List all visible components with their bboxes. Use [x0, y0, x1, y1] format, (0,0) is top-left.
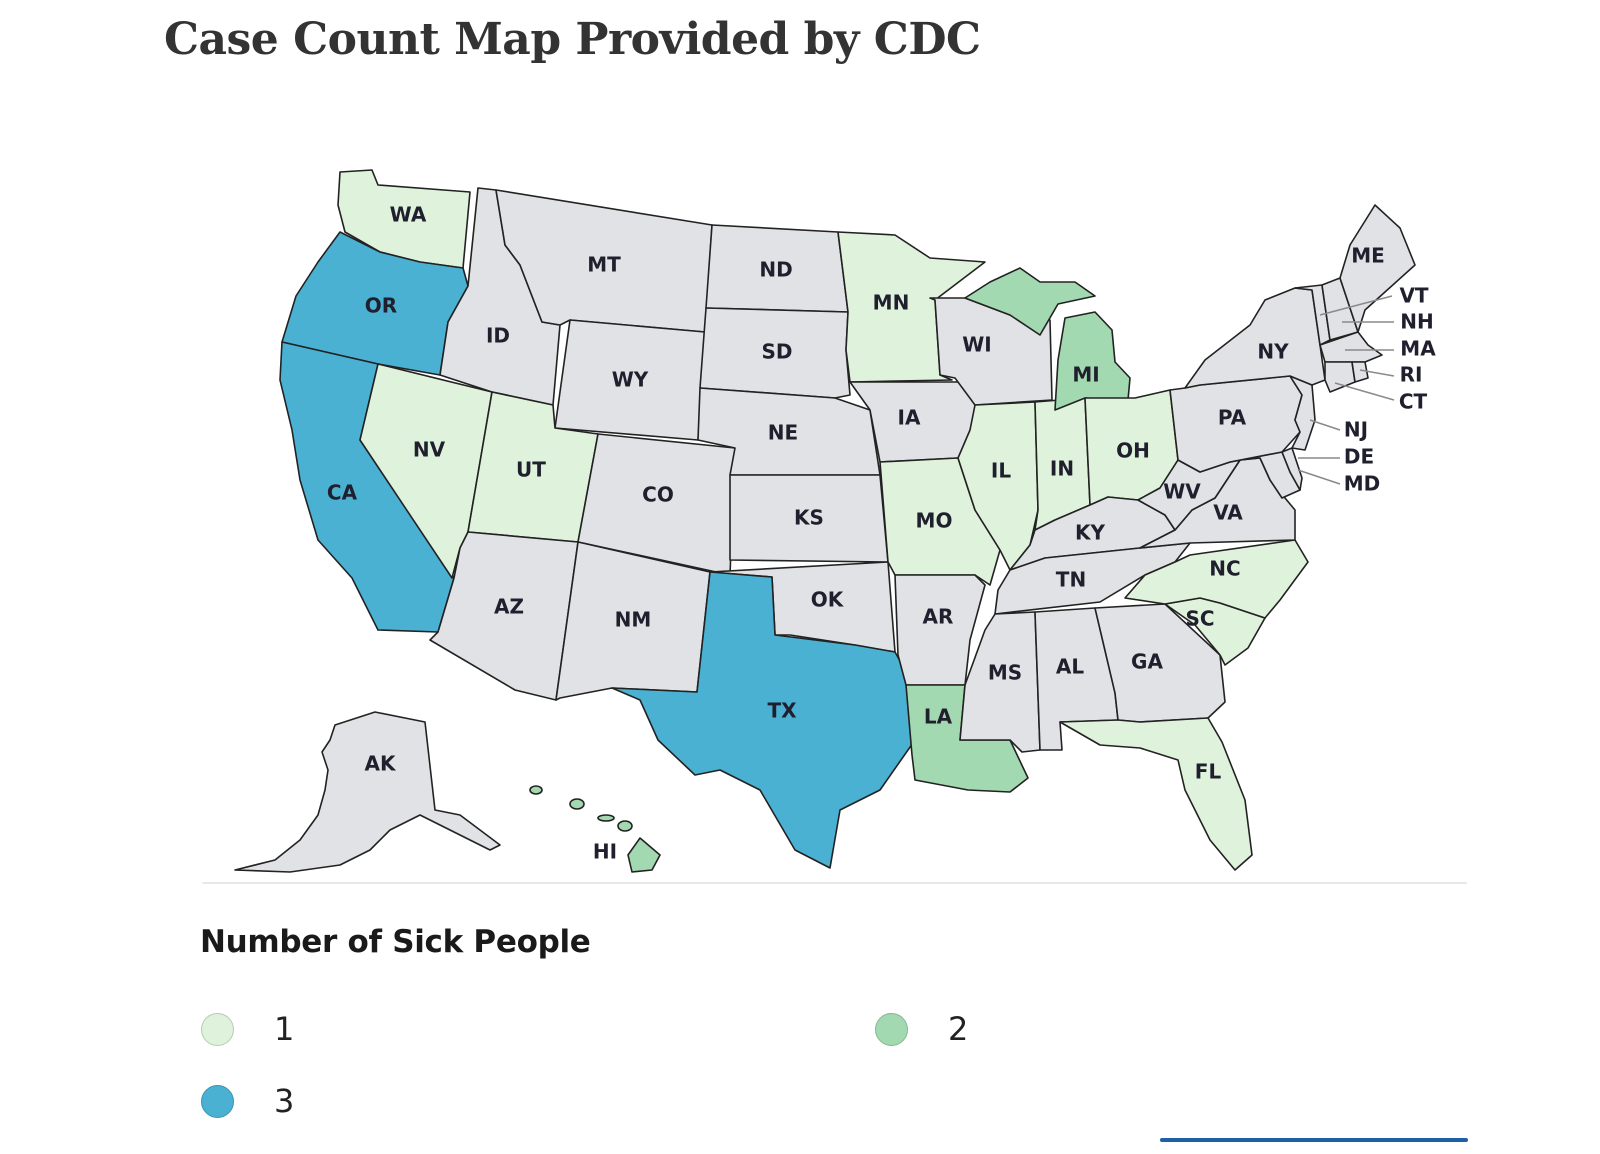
state-MI-upper[interactable] [964, 267, 1096, 336]
state-AK[interactable] [234, 711, 501, 873]
state-FL[interactable] [1059, 717, 1253, 871]
accent-bar [1160, 1138, 1468, 1142]
svg-text:NH: NH [1400, 310, 1433, 334]
page-title: Case Count Map Provided by CDC [164, 14, 981, 65]
legend-item-3: 3 [201, 1082, 294, 1120]
legend-item-2: 2 [875, 1010, 968, 1048]
legend-divider [202, 882, 1467, 884]
legend-title: Number of Sick People [200, 924, 591, 960]
svg-text:DE: DE [1344, 445, 1374, 469]
legend-swatch-2-icon [875, 1012, 908, 1046]
us-case-map: WA OR CA NV ID MT WY UT AZ CO NM ND SD N… [234, 169, 1436, 873]
svg-text:HI: HI [593, 840, 617, 864]
state-KS[interactable] [729, 474, 889, 563]
svg-text:CT: CT [1399, 390, 1428, 414]
legend-label-1: 1 [274, 1010, 295, 1048]
state-RI[interactable] [1351, 361, 1369, 383]
svg-text:VT: VT [1399, 284, 1428, 308]
svg-text:RI: RI [1400, 363, 1423, 387]
state-AR[interactable] [894, 574, 986, 686]
state-MI[interactable] [1054, 311, 1131, 411]
state-TX[interactable] [611, 571, 916, 869]
svg-text:MA: MA [1400, 337, 1436, 361]
legend-swatch-3-icon [201, 1084, 234, 1118]
legend-item-1: 1 [201, 1010, 294, 1048]
state-NY[interactable] [1184, 287, 1326, 389]
legend-label-3: 3 [274, 1082, 295, 1120]
state-ME[interactable] [1339, 204, 1416, 333]
state-HI[interactable] [529, 785, 661, 873]
state-NJ[interactable] [1289, 375, 1316, 451]
svg-text:NJ: NJ [1344, 418, 1368, 442]
state-WY[interactable] [554, 319, 706, 441]
svg-text:MD: MD [1344, 472, 1381, 496]
legend-swatch-1-icon [201, 1012, 234, 1046]
state-DE[interactable] [1281, 447, 1303, 491]
state-NC[interactable] [1124, 539, 1309, 619]
state-SD[interactable] [699, 307, 851, 399]
state-CT[interactable] [1324, 361, 1356, 393]
state-ND[interactable] [705, 224, 849, 313]
map-svg: WA OR CA NV ID MT WY UT AZ CO NM ND SD N… [234, 169, 1436, 873]
legend-label-2: 2 [948, 1010, 969, 1048]
